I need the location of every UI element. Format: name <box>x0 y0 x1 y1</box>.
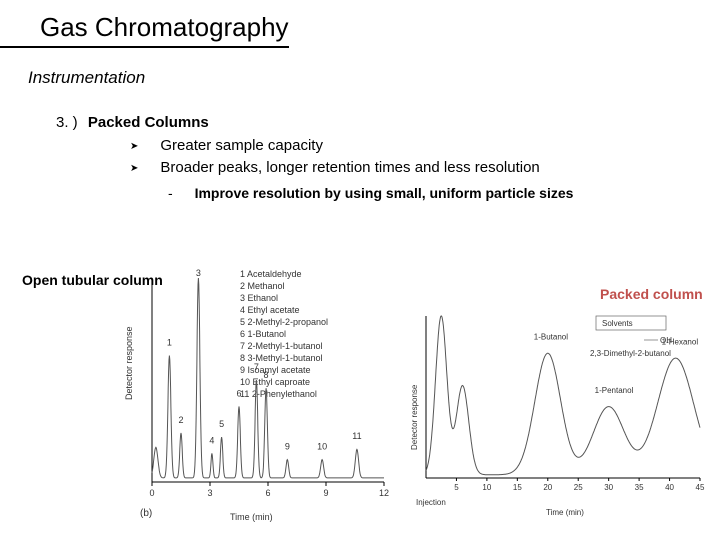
section-heading: 3. ) Packed Columns <box>0 88 720 131</box>
svg-text:1-Butanol: 1-Butanol <box>534 333 568 342</box>
svg-text:11: 11 <box>352 431 361 441</box>
svg-text:4: 4 <box>209 435 214 445</box>
svg-text:5: 5 <box>219 419 224 429</box>
svg-text:Solvents: Solvents <box>602 319 633 328</box>
list-item: ➤ Broader peaks, longer retention times … <box>130 159 720 179</box>
right-chart-label: Packed column <box>600 286 703 302</box>
svg-text:12: 12 <box>379 488 389 498</box>
svg-text:2: 2 <box>178 415 183 425</box>
bullet-icon: ➤ <box>130 159 138 179</box>
svg-text:15: 15 <box>513 483 522 492</box>
page-title: Gas Chromatography <box>0 0 289 48</box>
packed-column-chromatogram: 510152025303540451-Butanol1-Pentanol1-He… <box>406 310 706 520</box>
svg-text:35: 35 <box>635 483 644 492</box>
svg-text:OH: OH <box>660 336 672 345</box>
svg-text:40: 40 <box>665 483 674 492</box>
section-number: 3. ) <box>56 114 78 131</box>
open-tubular-chromatogram: 0369121234567891011 <box>130 272 390 522</box>
svg-text:8: 8 <box>264 370 269 380</box>
bullet-text: Broader peaks, longer retention times an… <box>160 159 539 176</box>
section-label: Packed Columns <box>88 114 209 131</box>
svg-text:30: 30 <box>604 483 613 492</box>
svg-text:3: 3 <box>196 268 201 278</box>
svg-text:1-Pentanol: 1-Pentanol <box>595 386 634 395</box>
svg-text:1: 1 <box>167 337 172 347</box>
sub-note-text: Improve resolution by using small, unifo… <box>195 185 574 201</box>
svg-text:7: 7 <box>254 362 259 372</box>
subtitle: Instrumentation <box>0 48 720 88</box>
svg-text:9: 9 <box>323 488 328 498</box>
svg-text:6: 6 <box>265 488 270 498</box>
svg-text:2,3-Dimethyl-2-butanol: 2,3-Dimethyl-2-butanol <box>590 349 671 358</box>
dash-icon: - <box>168 185 173 201</box>
svg-text:10: 10 <box>482 483 491 492</box>
bullet-text: Greater sample capacity <box>160 137 323 154</box>
svg-text:45: 45 <box>696 483 705 492</box>
svg-text:20: 20 <box>543 483 552 492</box>
bullet-icon: ➤ <box>130 137 138 157</box>
svg-text:5: 5 <box>454 483 459 492</box>
list-item: ➤ Greater sample capacity <box>130 137 720 157</box>
sub-note: - Improve resolution by using small, uni… <box>0 181 720 201</box>
svg-text:10: 10 <box>317 441 327 451</box>
svg-text:9: 9 <box>285 441 290 451</box>
svg-text:6: 6 <box>236 388 241 398</box>
svg-text:3: 3 <box>207 488 212 498</box>
svg-text:0: 0 <box>149 488 154 498</box>
svg-text:25: 25 <box>574 483 583 492</box>
bullet-list: ➤ Greater sample capacity ➤ Broader peak… <box>0 131 720 179</box>
